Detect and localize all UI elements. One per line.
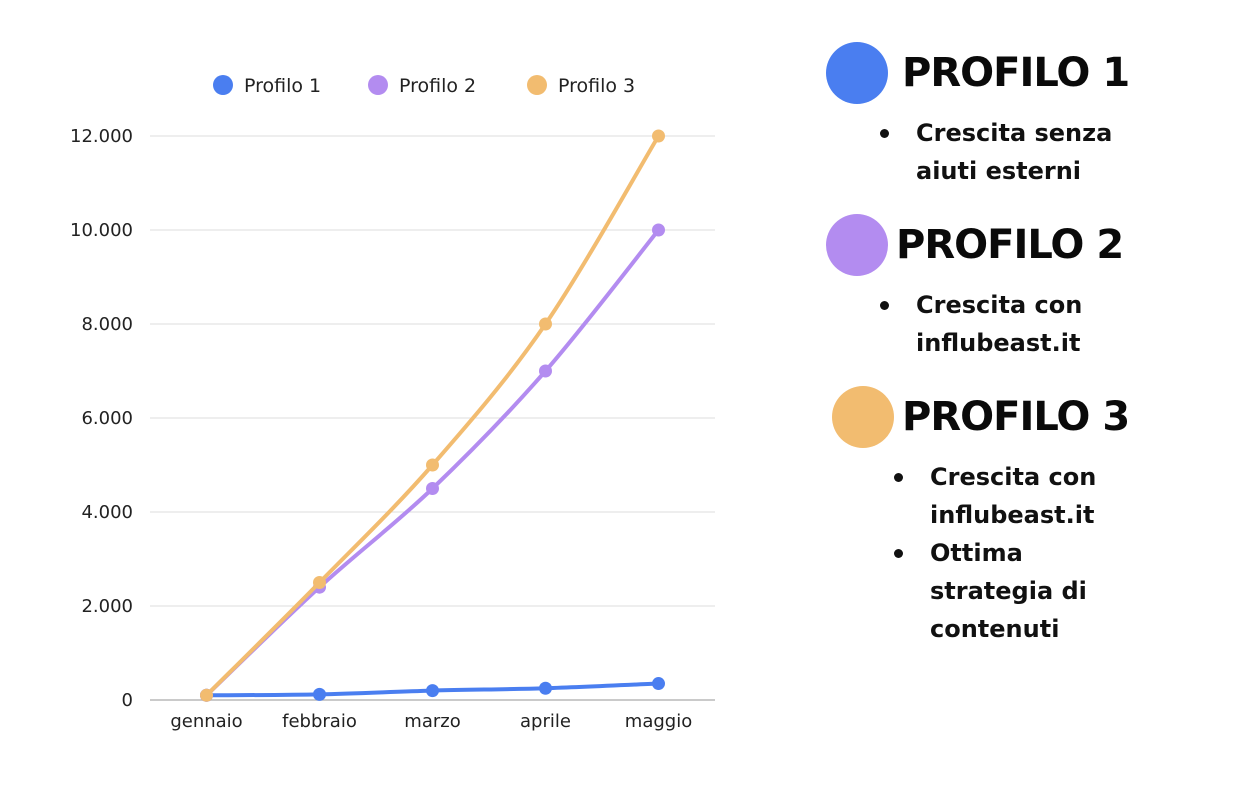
legend-label-1: Profilo 1 xyxy=(244,75,321,97)
profile-2-title: PROFILO 2 xyxy=(896,222,1124,268)
chart-legend: Profilo 1 Profilo 2 Profilo 3 xyxy=(213,75,635,97)
x-category-label: aprile xyxy=(520,711,571,732)
x-category-label: marzo xyxy=(404,711,460,732)
x-category-label: febbraio xyxy=(282,711,357,732)
series-1-point-4 xyxy=(539,681,552,695)
profile-2-bullet-1: Crescita con influbeast.it xyxy=(878,286,1136,362)
series-3-point-3 xyxy=(426,458,439,472)
chart-series xyxy=(200,129,665,702)
x-axis-categories: gennaio febbraio marzo aprile maggio xyxy=(170,711,692,732)
y-axis-ticks: 0 2.000 4.000 6.000 8.000 10.000 12.000 xyxy=(70,126,133,711)
series-2-point-4 xyxy=(539,364,552,378)
profile-3-color-dot xyxy=(832,386,894,448)
y-tick-label: 6.000 xyxy=(81,408,133,429)
profile-1-color-dot xyxy=(826,42,888,104)
x-category-label: gennaio xyxy=(170,711,242,732)
y-tick-label: 2.000 xyxy=(81,596,133,617)
y-tick-label: 12.000 xyxy=(70,126,133,147)
x-category-label: maggio xyxy=(625,711,692,732)
legend-swatch-2 xyxy=(368,75,388,95)
series-3-point-1 xyxy=(200,688,213,702)
line-chart: Profilo 1 Profilo 2 Profilo 3 0 2.000 4.000 6… xyxy=(70,75,715,732)
profile-2-bullets: Crescita con influbeast.it xyxy=(878,286,1136,362)
legend-swatch-3 xyxy=(527,75,547,95)
profile-3-bullet-1: Crescita con influbeast.it xyxy=(892,458,1150,534)
y-tick-label: 8.000 xyxy=(81,314,133,335)
y-tick-label: 10.000 xyxy=(70,220,133,241)
profile-3-title: PROFILO 3 xyxy=(902,394,1130,440)
series-line-3 xyxy=(204,134,661,698)
series-1-point-3 xyxy=(426,684,439,698)
profile-1-bullets: Crescita senza aiuti esterni xyxy=(878,114,1136,190)
series-1-point-2 xyxy=(313,687,326,701)
series-2-point-3 xyxy=(426,482,439,495)
series-1-point-5 xyxy=(652,677,665,691)
legend-label-3: Profilo 3 xyxy=(558,75,635,97)
series-3-point-4 xyxy=(539,317,552,331)
series-2-point-5 xyxy=(652,223,665,237)
profile-3-bullet-2: Ottima strategia di contenuti xyxy=(892,534,1150,648)
legend-swatch-1 xyxy=(213,75,233,95)
series-3-point-5 xyxy=(652,129,665,143)
profile-1-title: PROFILO 1 xyxy=(902,50,1130,96)
chart-gridlines xyxy=(150,135,715,701)
y-tick-label: 4.000 xyxy=(81,502,133,523)
profile-1-bullet-1: Crescita senza aiuti esterni xyxy=(878,114,1136,190)
series-3-point-2 xyxy=(313,576,326,589)
y-tick-label: 0 xyxy=(122,690,133,711)
legend-label-2: Profilo 2 xyxy=(399,75,476,97)
profile-3-bullets: Crescita con influbeast.it Ottima strate… xyxy=(892,458,1150,648)
profile-2-color-dot xyxy=(826,214,888,276)
